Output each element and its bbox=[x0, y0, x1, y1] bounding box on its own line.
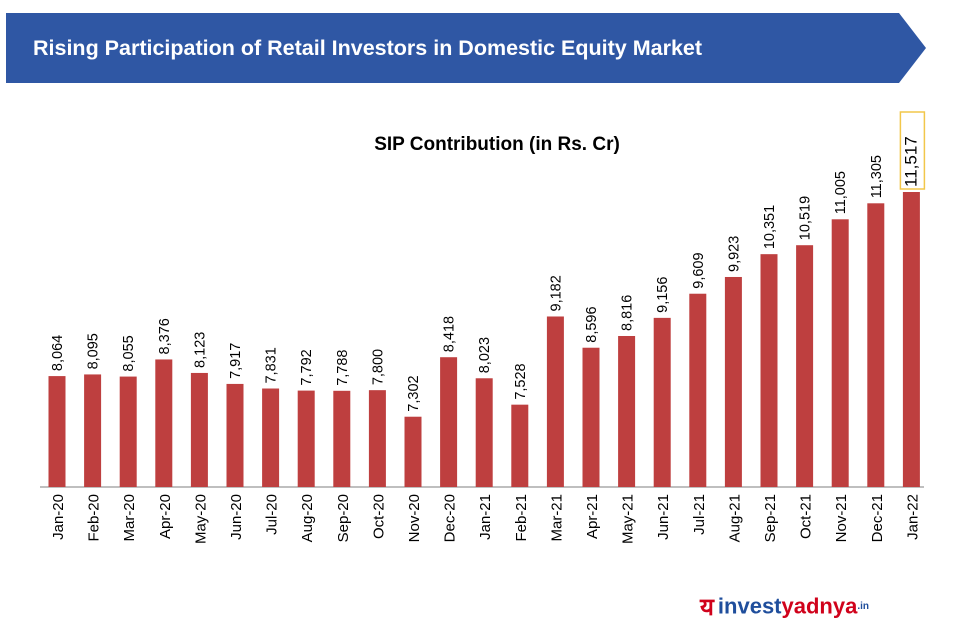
x-tick-label: Oct-21 bbox=[798, 494, 815, 539]
x-tick-label: Jan-21 bbox=[477, 494, 494, 540]
bar-mar-20 bbox=[119, 376, 137, 487]
value-labels-group: 8,064 8,095 8,055 8,376 8,123 7,917 7,831 7,792… bbox=[50, 111, 926, 412]
bar-aug-20 bbox=[297, 390, 315, 487]
x-tick-label: Sep-21 bbox=[762, 494, 779, 542]
bar-oct-20 bbox=[368, 390, 386, 487]
bar-dec-20 bbox=[440, 357, 458, 487]
x-tick-label: Nov-21 bbox=[833, 494, 850, 542]
value-label-apr-21: 8,596 bbox=[584, 306, 600, 342]
bar-dec-21 bbox=[867, 203, 885, 487]
bar-may-20 bbox=[190, 372, 208, 487]
bars-group bbox=[48, 192, 920, 487]
logo-text-yadnya: yadnya bbox=[781, 593, 858, 619]
logo-mark-icon: य bbox=[700, 594, 714, 621]
value-label-jun-21: 9,156 bbox=[655, 277, 671, 313]
bar-feb-21 bbox=[511, 404, 529, 487]
x-tick-labels-group: Jan-20 Feb-20 Mar-20 Apr-20 May-20 Jun-20 Jul-… bbox=[50, 494, 921, 544]
bar-nov-20 bbox=[404, 416, 422, 487]
value-label-aug-21: 9,923 bbox=[726, 236, 742, 272]
bar-mar-21 bbox=[546, 316, 564, 487]
value-label-may-21: 8,816 bbox=[620, 295, 636, 331]
value-label-jan-21: 8,023 bbox=[477, 337, 493, 373]
banner-arrow-shape bbox=[6, 13, 926, 83]
value-label-sep-21: 10,351 bbox=[762, 205, 778, 249]
x-tick-label: Mar-20 bbox=[121, 494, 138, 542]
value-label-jun-20: 7,917 bbox=[228, 343, 244, 379]
value-label-jan-22: 11,517 bbox=[901, 136, 920, 187]
highlight-box bbox=[899, 111, 926, 190]
value-label-dec-20: 8,418 bbox=[442, 316, 458, 352]
bar-feb-20 bbox=[84, 374, 102, 487]
logo-text-domain: .in bbox=[857, 601, 870, 612]
x-tick-label: Oct-20 bbox=[370, 494, 387, 539]
value-label-feb-21: 7,528 bbox=[513, 363, 529, 399]
x-tick-label: Jul-20 bbox=[264, 494, 281, 535]
chart-title: SIP Contribution (in Rs. Cr) bbox=[374, 134, 620, 155]
bar-jun-20 bbox=[226, 383, 244, 487]
x-tick-label: Jan-22 bbox=[904, 494, 921, 540]
x-tick-label: Jun-20 bbox=[228, 494, 245, 540]
value-label-feb-20: 8,095 bbox=[86, 333, 102, 369]
bar-jul-20 bbox=[262, 388, 280, 487]
value-label-aug-20: 7,792 bbox=[299, 349, 315, 385]
bar-nov-21 bbox=[831, 219, 849, 487]
x-tick-label: Dec-20 bbox=[442, 494, 459, 542]
bar-sep-21 bbox=[760, 254, 778, 487]
x-tick-label: Jan-20 bbox=[50, 494, 67, 540]
bar-jan-21 bbox=[475, 378, 493, 487]
banner-title: Rising Participation of Retail Investors… bbox=[33, 36, 703, 60]
x-tick-label: May-20 bbox=[192, 494, 209, 544]
value-label-apr-20: 8,376 bbox=[157, 318, 173, 354]
value-label-may-20: 8,123 bbox=[192, 332, 208, 368]
bar-jan-20 bbox=[48, 376, 66, 487]
bar-oct-21 bbox=[796, 245, 814, 487]
value-label-jul-20: 7,831 bbox=[264, 347, 280, 383]
value-label-sep-20: 7,788 bbox=[335, 350, 351, 386]
bar-apr-21 bbox=[582, 347, 600, 487]
bar-jan-22 bbox=[902, 192, 920, 487]
x-tick-label: Nov-20 bbox=[406, 494, 423, 542]
value-label-oct-21: 10,519 bbox=[798, 196, 814, 240]
bar-may-21 bbox=[618, 335, 636, 487]
investyadnya-logo: य investyadnya.in bbox=[700, 590, 870, 622]
value-label-nov-21: 11,005 bbox=[833, 171, 849, 214]
x-tick-label: Sep-20 bbox=[335, 494, 352, 542]
x-tick-label: Feb-20 bbox=[86, 494, 103, 542]
bar-jun-21 bbox=[653, 317, 671, 487]
header-banner: Rising Participation of Retail Investors… bbox=[6, 13, 926, 83]
bar-jul-21 bbox=[689, 293, 707, 487]
bar-apr-20 bbox=[155, 359, 173, 487]
value-label-jan-20: 8,064 bbox=[50, 335, 66, 371]
x-tick-label: Apr-20 bbox=[157, 494, 174, 539]
value-label-oct-20: 7,800 bbox=[370, 349, 386, 385]
value-label-mar-21: 9,182 bbox=[548, 275, 564, 311]
x-tick-label: Apr-21 bbox=[584, 494, 601, 539]
value-label-nov-20: 7,302 bbox=[406, 375, 422, 411]
x-tick-label: Feb-21 bbox=[513, 494, 530, 542]
bar-sep-20 bbox=[333, 390, 351, 487]
logo-text-invest: invest bbox=[717, 593, 782, 619]
x-tick-label: Dec-21 bbox=[869, 494, 886, 542]
x-tick-label: Aug-20 bbox=[299, 494, 316, 542]
x-tick-label: Jun-21 bbox=[655, 494, 672, 540]
x-tick-label: May-21 bbox=[620, 494, 637, 544]
x-tick-label: Mar-21 bbox=[548, 494, 565, 542]
x-tick-label: Jul-21 bbox=[691, 494, 708, 535]
value-label-dec-21: 11,305 bbox=[869, 155, 885, 198]
bar-aug-21 bbox=[724, 276, 742, 487]
value-label-jul-21: 9,609 bbox=[691, 252, 707, 288]
value-label-mar-20: 8,055 bbox=[121, 335, 137, 371]
x-tick-label: Aug-21 bbox=[726, 494, 743, 542]
